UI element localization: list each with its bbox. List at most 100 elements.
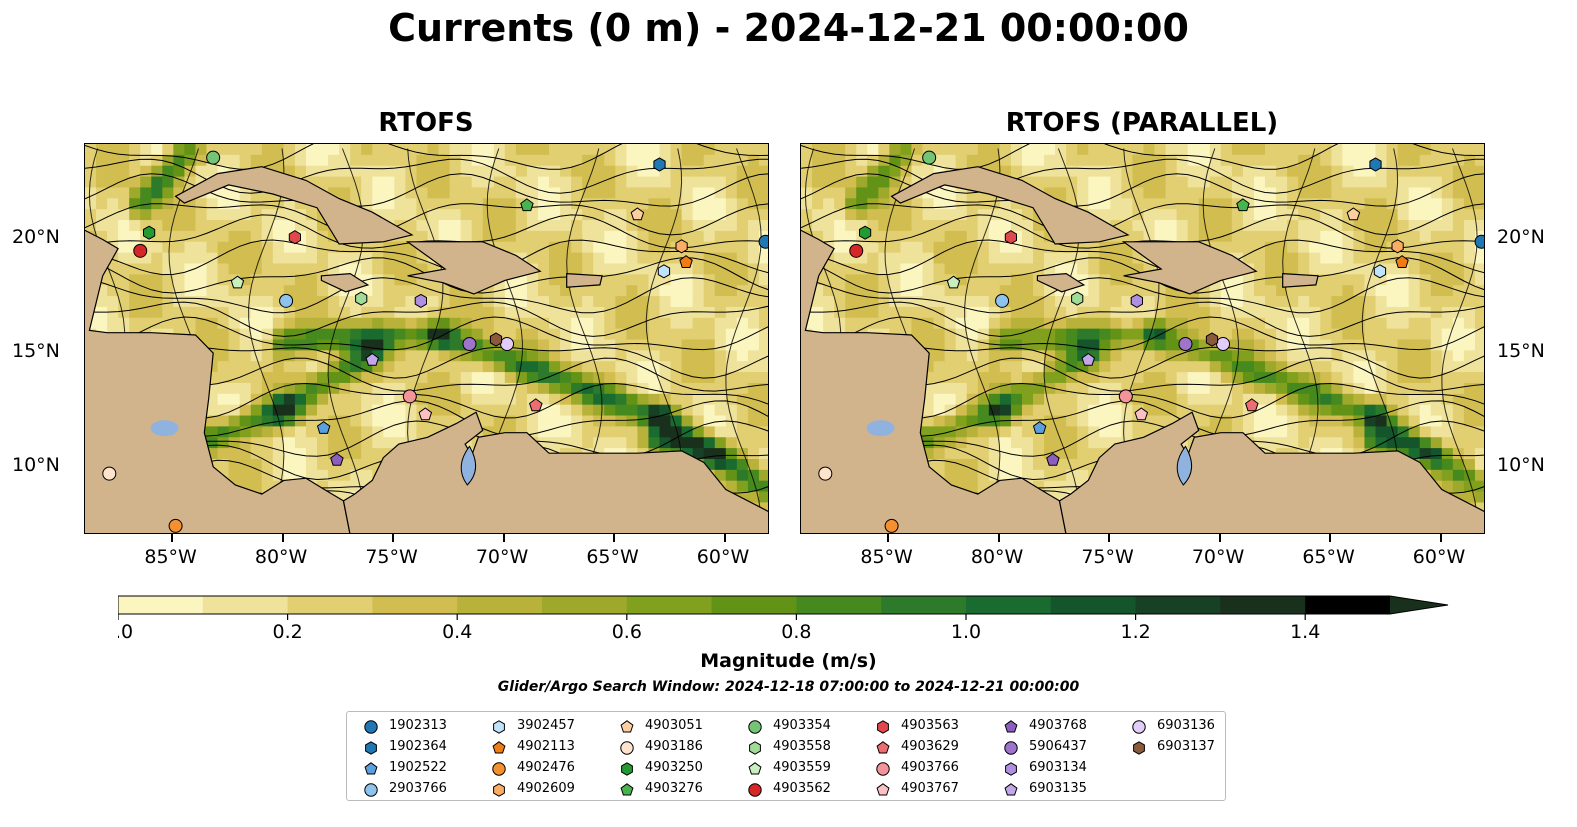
streamline	[85, 239, 768, 276]
land-south	[342, 411, 768, 533]
streamline	[85, 144, 768, 170]
colorbar-tick-label: 0.0	[118, 621, 133, 639]
float-marker-1902364	[653, 157, 666, 172]
float-marker-6903136	[500, 337, 515, 352]
lakes	[866, 420, 1193, 486]
x-tick-label: 85°W	[144, 546, 197, 568]
streamline	[85, 301, 768, 337]
colorbar-segment	[457, 596, 543, 614]
x-tick-mark	[723, 534, 726, 542]
legend-label: 4903186	[645, 739, 703, 754]
legend-label: 4903766	[901, 760, 959, 775]
float-marker-2903766	[279, 293, 294, 308]
x-tick-label: 85°W	[860, 546, 913, 568]
float-marker-4903051	[630, 207, 645, 221]
land-central	[85, 229, 351, 533]
legend-label: 2903766	[389, 781, 447, 796]
hexagon-marker-icon	[1133, 741, 1145, 755]
x-tick-mark	[613, 534, 616, 542]
pentagon-marker-icon	[620, 720, 634, 733]
colorbar-segment	[542, 596, 628, 614]
figure-title: Currents (0 m) - 2024-12-21 00:00:00	[388, 6, 1189, 50]
legend-label: 6903135	[1029, 781, 1087, 796]
pentagon-marker-icon	[1004, 783, 1018, 796]
colorbar: 0.0 0.2 0.4 0.6 0.8 1.0 1.2 1.4	[103, 594, 1458, 643]
circle-marker-icon	[492, 762, 506, 776]
float-marker-4903051	[1346, 207, 1361, 221]
search-window-text: Glider/Argo Search Window: 2024-12-18 07…	[497, 679, 1080, 695]
float-marker-6903135	[1081, 352, 1095, 366]
colorbar-segment	[881, 596, 967, 614]
streamline	[85, 277, 768, 314]
float-marker-4902609	[675, 239, 688, 254]
legend-label: 4903768	[1029, 718, 1087, 733]
legend-label: 5906437	[1029, 739, 1087, 754]
y-tick-label: 15°N	[12, 340, 60, 363]
float-marker-4903767	[1134, 407, 1149, 421]
x-tick-label: 65°W	[1302, 546, 1355, 568]
colorbar-tick-label: 1.0	[951, 621, 981, 639]
float-marker-6903134	[414, 293, 427, 308]
float-marker-4903563	[288, 230, 301, 245]
float-marker-6903137	[489, 332, 503, 347]
colorbar-segment	[966, 596, 1052, 614]
land-south	[1058, 411, 1484, 533]
float-marker-4903186	[818, 466, 833, 481]
float-marker-2903766	[995, 293, 1010, 308]
float-marker-4903562	[849, 243, 864, 258]
streamline	[85, 316, 768, 351]
colorbar-tick-label: 0.2	[272, 621, 302, 639]
float-marker-4903562	[133, 243, 148, 258]
legend-label: 1902313	[389, 718, 447, 733]
colorbar-segment	[796, 596, 882, 614]
colorbar-segment	[287, 596, 373, 614]
legend-label: 3902457	[517, 718, 575, 733]
x-tick-label: 60°W	[1412, 546, 1466, 568]
land-puertorico	[566, 272, 603, 288]
float-marker-4902113	[679, 255, 693, 268]
pentagon-marker-icon	[364, 762, 378, 775]
float-marker-4903766	[1118, 389, 1133, 404]
legend-label: 4902609	[517, 781, 575, 796]
circle-marker-icon	[1132, 720, 1146, 734]
y-tick-label: 10°N	[1497, 453, 1545, 476]
legend-label: 6903134	[1029, 760, 1087, 775]
float-marker-4903558	[1071, 291, 1084, 306]
land	[801, 166, 1484, 533]
x-tick-mark	[171, 534, 174, 542]
map-svg	[801, 144, 1484, 533]
circle-marker-icon	[748, 720, 762, 734]
float-legend: 1902313 1902364 1902522 2903766 3902457 49021…	[346, 711, 1226, 801]
land-cuba	[890, 166, 1130, 245]
float-marker-4903250	[859, 225, 872, 240]
map-panel-rtofs-parallel	[800, 143, 1485, 534]
colorbar-segment	[711, 596, 797, 614]
float-markers	[818, 150, 1484, 533]
circle-marker-icon	[1004, 741, 1018, 755]
streamline	[964, 148, 1001, 533]
float-marker-6903137	[1205, 332, 1219, 347]
legend-label: 4903276	[645, 781, 703, 796]
x-tick-mark	[392, 534, 395, 542]
float-marker-4902476	[884, 518, 899, 533]
map-panel-rtofs	[84, 143, 769, 534]
colorbar-segment	[1305, 596, 1391, 614]
hexagon-marker-icon	[621, 762, 633, 776]
streamline	[85, 203, 768, 236]
float-markers	[102, 150, 768, 533]
x-tick-label: 75°W	[365, 546, 418, 568]
panel-title-rtofs: RTOFS	[378, 108, 474, 138]
streamline	[801, 214, 1484, 249]
colorbar-tick-label: 0.8	[781, 621, 811, 639]
pentagon-marker-icon	[876, 783, 890, 796]
y-tick-label: 10°N	[12, 453, 60, 476]
float-marker-1902522	[1032, 421, 1047, 434]
pentagon-marker-icon	[1004, 720, 1018, 733]
colorbar-tick-label: 0.4	[442, 621, 472, 639]
land-jamaica	[320, 272, 370, 293]
float-marker-4903629	[529, 398, 543, 412]
circle-marker-icon	[748, 783, 762, 797]
float-marker-4902609	[1391, 239, 1404, 254]
lake-maracaibo	[1176, 445, 1193, 486]
streamline	[801, 316, 1484, 351]
